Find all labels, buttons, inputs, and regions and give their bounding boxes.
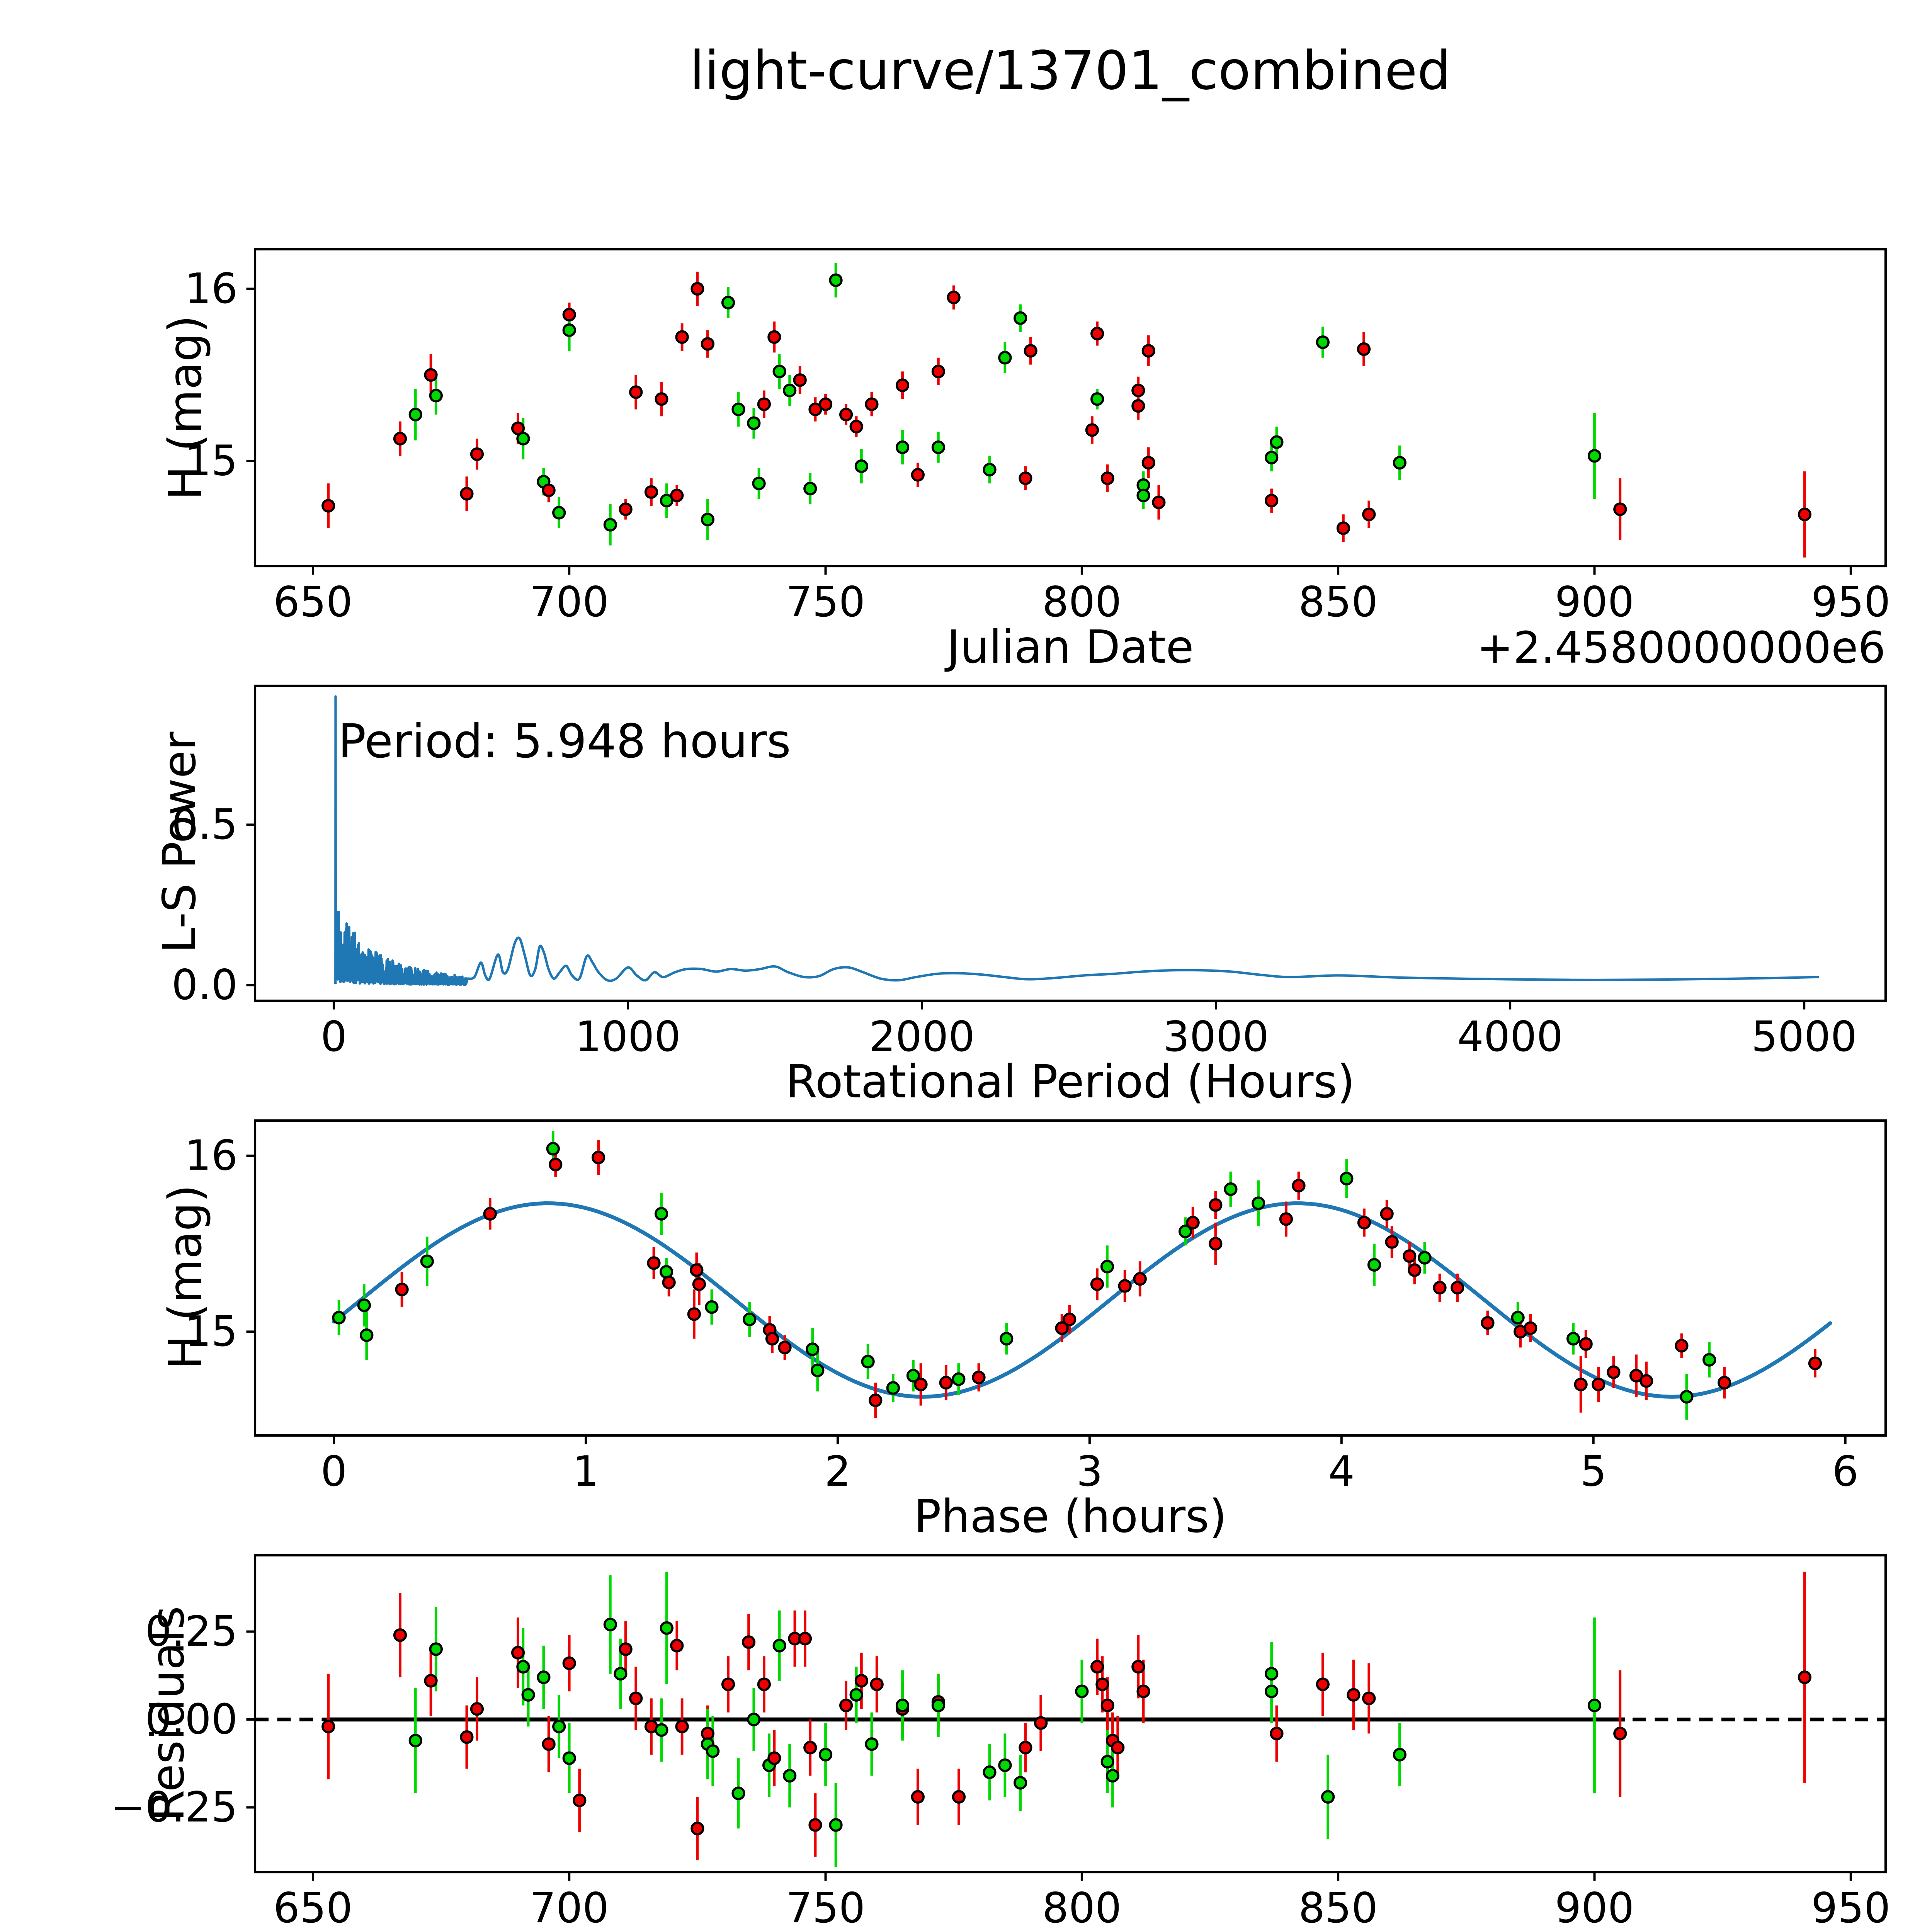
panel3-axes: 0 1 2 3 4 5 6 15 16 (185, 1119, 1887, 1496)
svg-text:850: 850 (1299, 578, 1378, 626)
svg-text:4: 4 (1328, 1447, 1355, 1496)
svg-text:0.00: 0.00 (145, 1696, 238, 1744)
svg-text:6: 6 (1832, 1447, 1858, 1496)
svg-text:750: 750 (786, 578, 865, 626)
residual-scatter-points (321, 1617, 1812, 1835)
phase-fit-curve (332, 1201, 1832, 1399)
panel1-y-axis-label: H (mag) (159, 315, 212, 500)
jd-scatter-points (321, 273, 1812, 535)
panel4-x-axis-label: Julian Date (944, 1927, 1194, 1932)
svg-text:2000: 2000 (869, 1013, 975, 1061)
svg-text:1: 1 (573, 1447, 599, 1496)
svg-text:5000: 5000 (1751, 1013, 1857, 1061)
panel1-x-axis-label: Julian Date (944, 621, 1194, 673)
periodogram-curve (334, 695, 1819, 986)
panel1-x-offset-label: +2.4580000000e6 (1477, 622, 1886, 673)
svg-text:650: 650 (273, 578, 352, 626)
panel4-y-axis-label: Residuals (141, 1606, 194, 1821)
svg-text:950: 950 (1811, 1884, 1890, 1932)
svg-text:16: 16 (185, 1132, 238, 1180)
svg-text:800: 800 (1042, 578, 1121, 626)
figure-title: light-curve/13701_combined (690, 40, 1451, 102)
svg-text:−0.25: −0.25 (111, 1783, 238, 1832)
svg-text:4000: 4000 (1457, 1013, 1563, 1061)
period-annotation: Period: 5.948 hours (338, 715, 791, 769)
svg-text:15: 15 (185, 1308, 238, 1356)
phase-scatter-points (332, 1142, 1822, 1407)
svg-text:3: 3 (1077, 1447, 1103, 1496)
panel3-y-axis-label: H (mag) (159, 1185, 212, 1369)
panel2-axes: 0 1000 2000 3000 4000 5000 0.0 0.5 (172, 684, 1887, 1061)
svg-text:5: 5 (1580, 1447, 1607, 1496)
panel1-axes: 650 700 750 800 850 900 950 15 16 (185, 248, 1890, 626)
svg-text:700: 700 (530, 578, 609, 626)
svg-text:900: 900 (1555, 578, 1634, 626)
svg-text:15: 15 (185, 437, 238, 485)
svg-text:0: 0 (321, 1013, 347, 1061)
panel3-x-axis-label: Phase (hours) (914, 1490, 1227, 1543)
svg-text:650: 650 (273, 1884, 352, 1932)
svg-text:700: 700 (530, 1884, 609, 1932)
jd-scatter-errorbars (327, 263, 1806, 558)
svg-text:0.25: 0.25 (145, 1607, 238, 1656)
svg-text:850: 850 (1299, 1884, 1378, 1932)
svg-text:1000: 1000 (575, 1013, 681, 1061)
svg-text:0.5: 0.5 (172, 801, 238, 849)
panel4-x-offset-label: +2.4580000000e6 (1477, 1929, 1886, 1932)
svg-text:0: 0 (321, 1447, 347, 1496)
panel4-axes: 650 700 750 800 850 900 950 −0.25 0.00 0.25 (111, 1554, 1890, 1932)
panel2-y-axis-label: L-S Power (153, 731, 206, 953)
svg-text:16: 16 (185, 265, 238, 313)
svg-text:2: 2 (825, 1447, 851, 1496)
svg-text:800: 800 (1042, 1884, 1121, 1932)
svg-text:750: 750 (786, 1884, 865, 1932)
svg-text:0.0: 0.0 (172, 961, 238, 1009)
svg-text:950: 950 (1811, 578, 1890, 626)
svg-text:900: 900 (1555, 1884, 1634, 1932)
panel2-x-axis-label: Rotational Period (Hours) (786, 1055, 1355, 1108)
svg-text:3000: 3000 (1163, 1013, 1269, 1061)
